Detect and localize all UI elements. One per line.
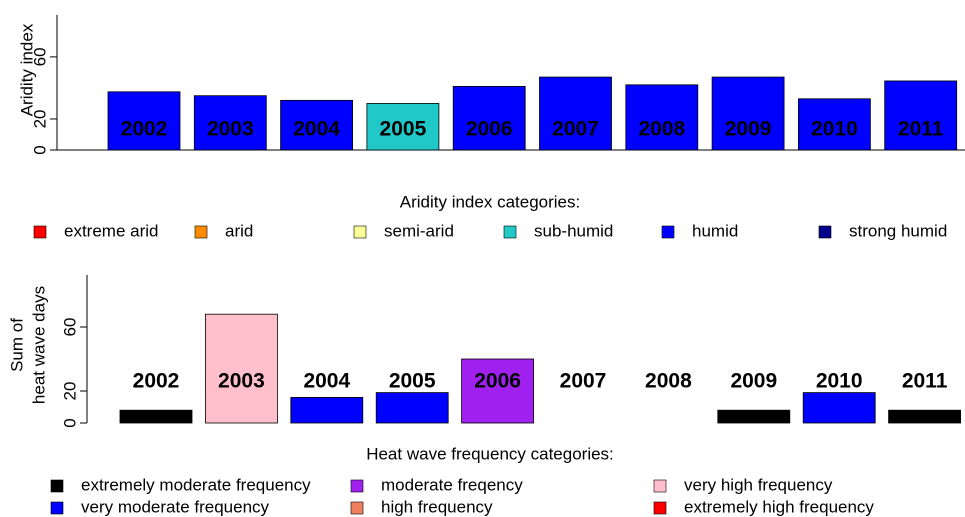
legend-swatch — [653, 501, 667, 515]
bar-year-label: 2010 — [811, 118, 858, 141]
legend-swatch — [653, 479, 667, 493]
bar — [461, 358, 535, 424]
legend-label: very moderate frequency — [81, 497, 270, 516]
bar-year-label: 2007 — [560, 370, 607, 393]
legend-label: humid — [692, 221, 738, 240]
bar — [204, 313, 278, 424]
legend-label: sub-humid — [534, 221, 613, 240]
bar-year-label: 2011 — [902, 370, 948, 393]
bar-year-label: 2009 — [730, 370, 777, 393]
y-tick-label: 60 — [60, 318, 79, 337]
y-axis-label: Aridity index — [17, 23, 36, 116]
legend-label: semi-arid — [384, 221, 454, 240]
legend-swatch — [661, 225, 675, 239]
legend-label: extremely high frequency — [684, 497, 874, 516]
legend-label: arid — [225, 221, 253, 240]
bar-year-label: 2002 — [121, 118, 168, 141]
legend-swatch — [818, 225, 832, 239]
legend-swatch — [33, 225, 47, 239]
bar — [625, 84, 699, 151]
y-tick-label: 60 — [30, 47, 49, 66]
bar — [107, 91, 181, 151]
y-axis-label: Sum of — [7, 318, 26, 372]
legend-swatch — [353, 225, 367, 239]
bar — [798, 98, 871, 151]
bar — [193, 95, 267, 151]
legend-swatch — [503, 225, 517, 239]
bar-year-label: 2004 — [303, 370, 350, 393]
bar-year-label: 2008 — [638, 118, 685, 141]
legend-label: strong humid — [849, 221, 947, 240]
bar-year-label: 2009 — [725, 118, 772, 141]
legend-swatch — [350, 501, 364, 515]
bar — [119, 409, 193, 424]
y-tick-label: 20 — [60, 382, 79, 401]
bar — [280, 99, 354, 151]
legend-swatch — [50, 501, 64, 515]
bar-year-label: 2010 — [816, 370, 863, 393]
legend-label: moderate freqency — [381, 475, 523, 494]
bar-year-label: 2011 — [898, 118, 944, 141]
bar — [452, 85, 526, 151]
bar-year-label: 2005 — [389, 370, 436, 393]
legend-swatch — [350, 479, 364, 493]
legend-swatch — [50, 479, 64, 493]
bar-year-label: 2002 — [133, 370, 180, 393]
y-axis-label: heat wave days — [29, 286, 48, 404]
bar — [290, 396, 364, 424]
bar-year-label: 2003 — [207, 118, 254, 141]
bar — [884, 80, 958, 151]
y-tick-label: 0 — [60, 418, 79, 427]
bar-year-label: 2006 — [474, 370, 521, 393]
bar — [711, 76, 785, 151]
legend-swatch — [194, 225, 208, 239]
y-tick-label: 0 — [30, 145, 49, 154]
bar — [888, 409, 961, 424]
bar-year-label: 2006 — [466, 118, 513, 141]
bar-year-label: 2008 — [645, 370, 692, 393]
legend-title: Aridity index categories: — [400, 192, 580, 211]
bar — [539, 76, 612, 151]
bar — [375, 392, 449, 424]
legend-title: Heat wave frequency categories: — [366, 444, 614, 463]
bar-year-label: 2005 — [380, 118, 427, 141]
bar-year-label: 2007 — [552, 118, 599, 141]
y-tick-label: 20 — [30, 110, 49, 129]
bar — [802, 392, 876, 424]
legend-label: very high frequency — [684, 475, 833, 494]
legend-label: extremely moderate frequency — [81, 475, 311, 494]
bar — [366, 103, 440, 151]
bar — [717, 409, 791, 424]
legend-label: extreme arid — [64, 221, 158, 240]
bar-year-label: 2003 — [218, 370, 265, 393]
bar-year-label: 2004 — [293, 118, 340, 141]
legend-label: high frequency — [381, 497, 493, 516]
